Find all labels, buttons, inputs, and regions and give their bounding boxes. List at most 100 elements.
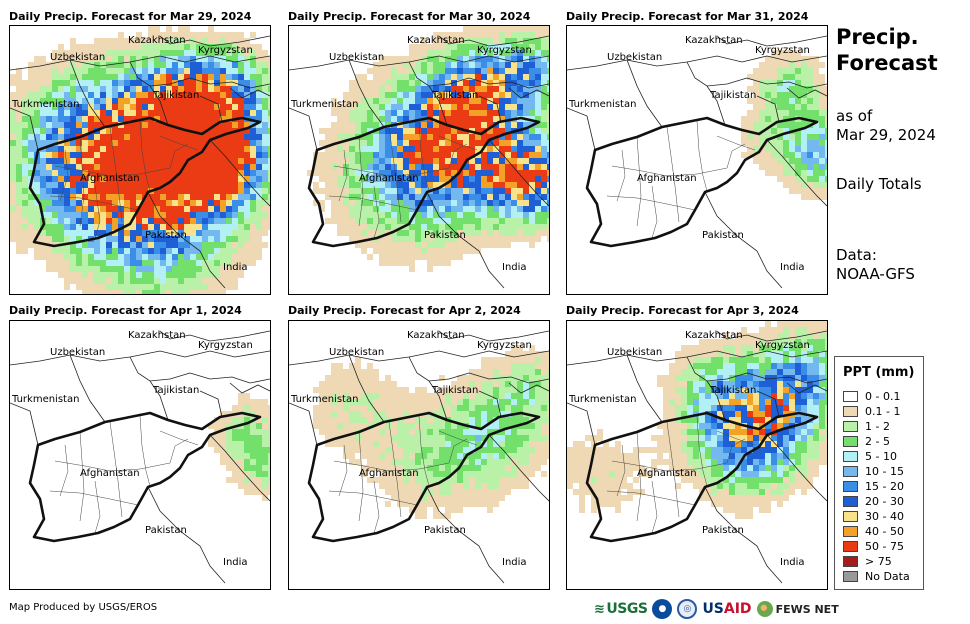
country-border xyxy=(686,61,748,87)
province-boundary xyxy=(696,415,708,487)
map-svg: Kazakhstan Kyrgyzstan Uzbekistan Tajikistan… xyxy=(567,35,827,289)
legend-swatch xyxy=(843,451,858,462)
country-label-uzbekistan: Uzbekistan xyxy=(607,347,662,358)
country-border xyxy=(567,55,827,71)
precip-grid xyxy=(741,50,827,200)
province-boundary xyxy=(651,480,658,534)
country-border xyxy=(438,35,549,47)
afghanistan-border xyxy=(28,411,262,543)
country-border xyxy=(704,486,783,584)
usaid-logo-aid: AID xyxy=(723,601,752,617)
province-boundary xyxy=(49,195,139,211)
country-border xyxy=(289,350,549,366)
province-boundary xyxy=(49,490,139,506)
province-boundary xyxy=(606,490,696,506)
country-label-tajikistan: Tajikistan xyxy=(431,385,478,396)
country-border xyxy=(786,382,827,394)
country-border xyxy=(348,354,385,423)
country-border xyxy=(129,356,191,382)
panel-title-6: Daily Precip. Forecast for Apr 3, 2024 xyxy=(566,304,799,317)
province-boundary xyxy=(651,185,658,239)
country-label-pakistan: Pakistan xyxy=(424,230,466,241)
country-label-turkmenistan: Turkmenistan xyxy=(568,99,636,110)
country-label-uzbekistan: Uzbekistan xyxy=(607,52,662,63)
country-label-tajikistan: Tajikistan xyxy=(152,385,199,396)
map-panel-2: Kazakhstan Kyrgyzstan Uzbekistan Tajikistan… xyxy=(288,25,550,295)
province-boundary xyxy=(139,415,151,487)
country-border xyxy=(69,59,106,128)
province-boundary xyxy=(696,120,708,192)
country-border xyxy=(289,107,318,151)
country-border xyxy=(289,402,318,446)
country-border xyxy=(567,402,596,446)
country-border xyxy=(468,77,549,89)
country-label-india: India xyxy=(780,557,805,568)
legend-swatch xyxy=(843,526,858,537)
country-label-uzbekistan: Uzbekistan xyxy=(50,347,105,358)
country-label-uzbekistan: Uzbekistan xyxy=(329,347,384,358)
precip-grid xyxy=(307,26,549,272)
country-border xyxy=(488,139,549,207)
map-svg: Kazakhstan Kyrgyzstan Uzbekistan Tajikistan… xyxy=(289,26,549,289)
legend-title: PPT (mm) xyxy=(843,365,915,380)
map-svg: Kazakhstan Kyrgyzstan Uzbekistan Tajikistan… xyxy=(10,26,270,294)
legend-label: 0 - 0.1 xyxy=(865,390,901,403)
country-label-kyrgyzstan: Kyrgyzstan xyxy=(477,340,532,351)
country-label-kazakhstan: Kazakhstan xyxy=(407,35,465,46)
province-boundary xyxy=(54,460,171,472)
province-boundary xyxy=(666,126,680,223)
country-border xyxy=(706,380,726,421)
map-svg: Kazakhstan Kyrgyzstan Uzbekistan Tajikistan… xyxy=(567,321,827,584)
country-label-india: India xyxy=(502,262,527,273)
province-boundary xyxy=(328,195,418,211)
afghanistan-border xyxy=(585,116,819,248)
country-label-uzbekistan: Uzbekistan xyxy=(50,52,105,63)
country-label-uzbekistan: Uzbekistan xyxy=(329,52,384,63)
legend-label: No Data xyxy=(865,570,910,583)
map-svg: Kazakhstan Kyrgyzstan Uzbekistan Tajikistan… xyxy=(10,330,270,584)
country-border xyxy=(626,59,663,128)
map-panel-1: Kazakhstan Kyrgyzstan Uzbekistan Tajikistan… xyxy=(9,25,271,295)
panel-title-3: Daily Precip. Forecast for Mar 31, 2024 xyxy=(566,10,809,23)
country-border xyxy=(478,390,502,418)
province-boundary xyxy=(333,460,450,472)
country-border xyxy=(159,35,270,47)
province-boundary xyxy=(726,438,746,464)
country-border xyxy=(626,354,663,423)
legend-swatch xyxy=(843,421,858,432)
data-source-label: Data: NOAA-GFS xyxy=(836,246,915,284)
country-border xyxy=(488,434,549,502)
province-boundary xyxy=(358,136,364,227)
country-border xyxy=(766,434,827,502)
country-label-pakistan: Pakistan xyxy=(145,230,187,241)
province-boundary xyxy=(358,431,364,522)
country-border xyxy=(716,330,827,342)
province-boundary xyxy=(636,431,642,522)
province-boundary xyxy=(438,430,478,446)
legend-item: 5 - 10 xyxy=(843,449,897,464)
country-border xyxy=(508,87,549,99)
as-of-label: as of Mar 29, 2024 xyxy=(836,107,936,145)
legend-item: No Data xyxy=(843,569,910,584)
country-label-pakistan: Pakistan xyxy=(424,525,466,536)
legend-label: 0.1 - 1 xyxy=(865,405,901,418)
usaid-logo: USAID xyxy=(702,601,751,617)
data-source-line2: NOAA-GFS xyxy=(836,265,915,283)
data-source-line1: Data: xyxy=(836,246,877,264)
province-boundary xyxy=(373,480,380,534)
legend-label: > 75 xyxy=(865,555,892,568)
country-border xyxy=(746,372,827,384)
legend-swatch xyxy=(843,541,858,552)
province-boundary xyxy=(169,143,189,169)
country-label-kyrgyzstan: Kyrgyzstan xyxy=(198,45,253,56)
province-boundary xyxy=(636,136,642,227)
country-label-kyrgyzstan: Kyrgyzstan xyxy=(198,340,253,351)
province-boundary xyxy=(54,165,171,177)
afghanistan-border xyxy=(585,411,819,543)
province-boundary xyxy=(169,438,189,464)
legend-label: 1 - 2 xyxy=(865,420,890,433)
country-label-india: India xyxy=(223,557,248,568)
country-label-turkmenistan: Turkmenistan xyxy=(11,394,79,405)
country-border xyxy=(756,390,780,418)
country-border xyxy=(10,55,270,71)
